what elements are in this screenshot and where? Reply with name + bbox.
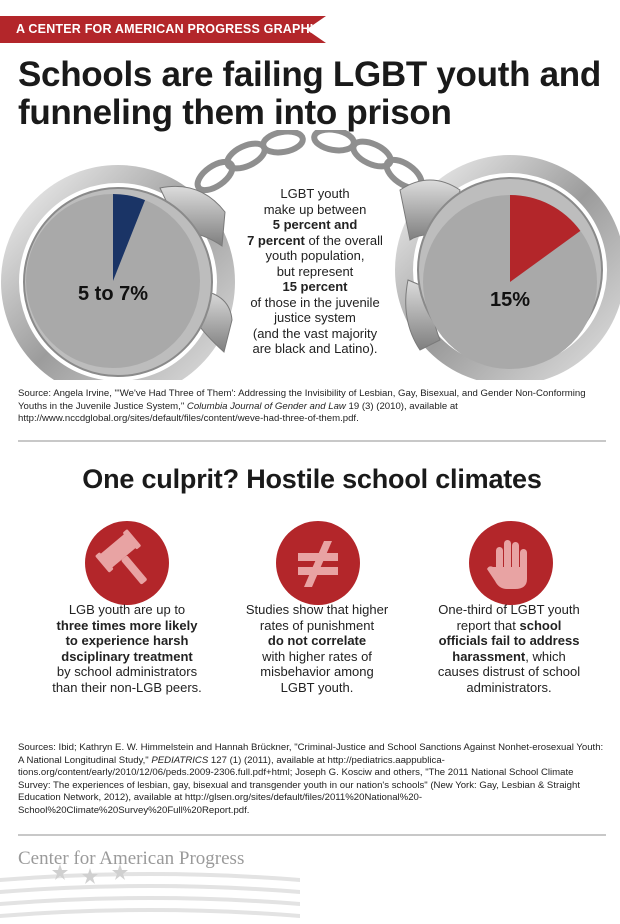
- culprit-col-2: Studies show that higher rates of punish…: [245, 602, 389, 695]
- flag-stripes-icon: [0, 864, 300, 918]
- pie-left-slice: [113, 194, 146, 281]
- page-title: Schools are failing LGBT youth and funne…: [18, 55, 601, 132]
- chain-icon: [194, 130, 425, 194]
- pie-right-slice: [510, 195, 581, 282]
- pie-left-label: 5 to 7%: [78, 283, 148, 305]
- pie-right: 15%: [423, 195, 597, 369]
- source-note-2: Sources: Ibid; Kathryn E. W. Himmelstein…: [18, 742, 604, 816]
- culprit-col-1: LGB youth are up to three times more lik…: [52, 602, 202, 695]
- culprit-col-3: One-third of LGBT youth report that scho…: [437, 602, 581, 695]
- divider-bottom: [18, 834, 606, 836]
- source-note-1: Source: Angela Irvine, "'We've Had Three…: [18, 388, 586, 424]
- gavel-icon: [85, 521, 169, 605]
- pie-left: 5 to 7%: [26, 194, 200, 368]
- section-title: One culprit? Hostile school climates: [82, 464, 542, 494]
- header-banner: A CENTER FOR AMERICAN PROGRESS GRAPHIC: [0, 16, 326, 43]
- footer-logo: Center for American Progress: [18, 848, 245, 869]
- not-equal-icon: [276, 521, 360, 605]
- pie-right-label: 15%: [490, 289, 530, 311]
- center-stat-text: LGBT youth make up between 5 percent and…: [247, 186, 383, 356]
- handcuffs-chart: 5 to 7% 15%: [1, 130, 620, 380]
- raised-hand-icon: [469, 521, 553, 605]
- divider: [18, 440, 606, 442]
